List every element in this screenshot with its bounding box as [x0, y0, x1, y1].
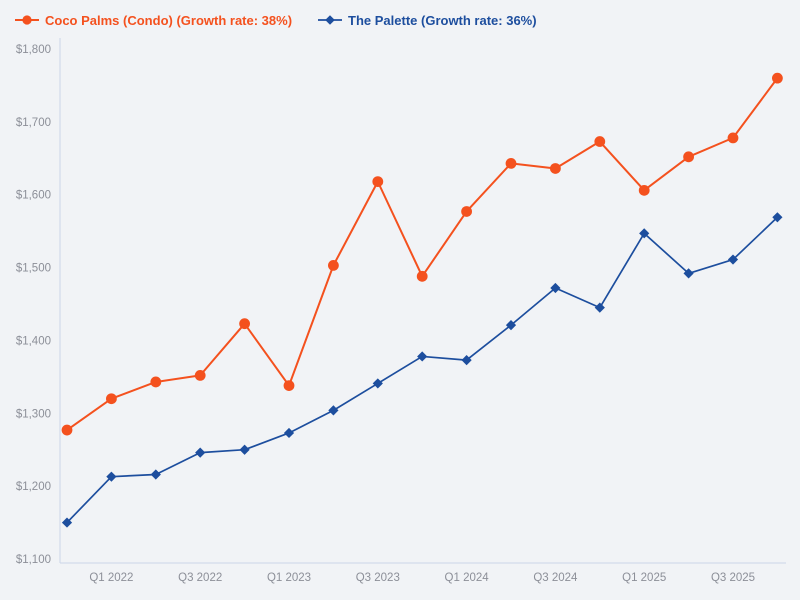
- data-point-marker: [594, 302, 605, 313]
- data-point-marker: [416, 270, 428, 282]
- data-point-marker: [106, 471, 117, 482]
- data-point-marker: [727, 254, 739, 265]
- data-point-marker: [239, 444, 250, 455]
- data-point-marker: [505, 320, 517, 331]
- data-point-marker: [683, 151, 694, 163]
- data-point-marker: [727, 132, 739, 144]
- data-point-marker: [639, 228, 650, 239]
- y-tick-label: $1,200: [16, 481, 51, 493]
- data-point-marker: [461, 206, 472, 217]
- y-tick-label: $1,400: [16, 335, 51, 347]
- data-point-marker: [283, 427, 295, 439]
- data-point-marker: [461, 355, 472, 366]
- x-tick-label: Q1 2022: [89, 572, 133, 584]
- y-tick-label: $1,800: [16, 44, 51, 56]
- x-tick-label: Q3 2022: [178, 572, 222, 584]
- data-point-marker: [61, 517, 73, 528]
- y-tick-label: $1,600: [16, 190, 51, 202]
- y-tick-label: $1,700: [16, 117, 51, 129]
- legend-item-the-palette[interactable]: The Palette (Growth rate: 36%): [318, 13, 537, 28]
- data-point-marker: [683, 268, 694, 279]
- x-tick-label: Q3 2023: [356, 572, 400, 584]
- data-point-marker: [372, 176, 384, 188]
- data-point-marker: [328, 259, 339, 271]
- y-tick-label: $1,500: [16, 263, 51, 275]
- x-tick-label: Q3 2025: [711, 572, 755, 584]
- x-tick-label: Q1 2024: [445, 572, 490, 584]
- series-the-palette: [61, 212, 783, 528]
- data-point-marker: [150, 376, 162, 388]
- y-tick-label: $1,100: [16, 554, 51, 566]
- legend-item-coco-palms[interactable]: Coco Palms (Condo) (Growth rate: 38%): [15, 13, 292, 28]
- circle-marker-icon: [15, 13, 39, 27]
- data-point-marker: [638, 184, 650, 196]
- data-point-marker: [772, 72, 783, 84]
- series-line: [66, 216, 779, 524]
- chart-legend: Coco Palms (Condo) (Growth rate: 38%) Th…: [15, 8, 537, 32]
- data-point-marker: [372, 378, 383, 389]
- data-point-marker: [328, 405, 339, 416]
- x-tick-label: Q1 2025: [622, 572, 666, 584]
- legend-label-coco-palms: Coco Palms (Condo) (Growth rate: 38%): [45, 12, 293, 28]
- data-point-marker: [61, 424, 73, 436]
- data-point-marker: [772, 212, 783, 223]
- data-point-marker: [194, 370, 206, 381]
- data-point-marker: [550, 163, 561, 174]
- data-point-marker: [150, 469, 161, 480]
- data-point-marker: [283, 380, 295, 391]
- data-point-marker: [106, 393, 117, 405]
- data-point-marker: [239, 318, 251, 330]
- data-point-marker: [195, 447, 206, 458]
- y-tick-label: $1,300: [16, 408, 51, 420]
- data-point-marker: [417, 351, 428, 362]
- data-point-marker: [505, 157, 517, 169]
- series-coco-palms: [61, 72, 783, 436]
- legend-label-the-palette: The Palette (Growth rate: 36%): [348, 12, 537, 28]
- data-point-marker: [594, 136, 606, 147]
- data-point-marker: [550, 282, 561, 294]
- x-tick-label: Q3 2024: [533, 572, 578, 584]
- series-line: [66, 77, 779, 432]
- x-tick-label: Q1 2023: [267, 572, 311, 584]
- diamond-marker-icon: [318, 13, 343, 27]
